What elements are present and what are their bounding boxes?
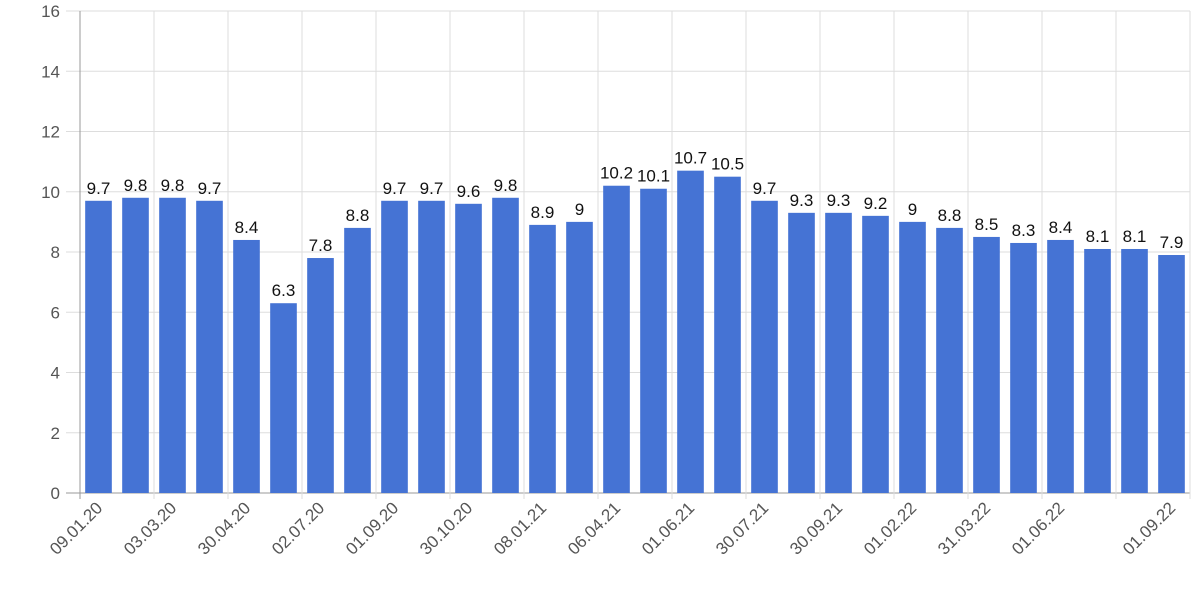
value-label: 9 xyxy=(908,200,917,219)
bar xyxy=(344,227,371,493)
bar xyxy=(1084,248,1111,493)
x-tick-label: 08.01.21 xyxy=(490,498,550,558)
value-label: 8.4 xyxy=(1049,218,1073,237)
x-tick-label: 30.07.21 xyxy=(712,498,772,558)
bar xyxy=(936,227,963,493)
value-label: 10.7 xyxy=(674,149,707,168)
bar xyxy=(788,212,815,493)
value-label: 8.9 xyxy=(531,203,555,222)
value-label: 7.9 xyxy=(1160,233,1184,252)
bar xyxy=(159,197,186,493)
value-label: 10.1 xyxy=(637,167,670,186)
y-tick-label: 8 xyxy=(51,243,60,262)
x-tick-label: 30.04.20 xyxy=(194,498,254,558)
value-label: 10.2 xyxy=(600,164,633,183)
y-tick-label: 2 xyxy=(51,424,60,443)
bar xyxy=(270,303,297,493)
bar xyxy=(307,258,334,493)
value-label: 9.6 xyxy=(457,182,481,201)
bar xyxy=(825,212,852,493)
x-tick-label: 03.03.20 xyxy=(120,498,180,558)
bar xyxy=(677,170,704,493)
x-tick-label: 30.10.20 xyxy=(416,498,476,558)
value-label: 9.2 xyxy=(864,194,888,213)
value-label: 9 xyxy=(575,200,584,219)
value-label: 8.8 xyxy=(938,206,962,225)
value-label: 6.3 xyxy=(272,281,296,300)
value-label: 9.8 xyxy=(124,176,148,195)
bar xyxy=(529,224,556,493)
value-label: 9.7 xyxy=(383,179,407,198)
bar xyxy=(973,236,1000,493)
bar xyxy=(85,200,112,493)
bar xyxy=(418,200,445,493)
value-label: 9.7 xyxy=(420,179,444,198)
value-label: 8.8 xyxy=(346,206,370,225)
x-tick-label: 06.04.21 xyxy=(564,498,624,558)
value-label: 8.4 xyxy=(235,218,259,237)
bar xyxy=(714,176,741,493)
value-label: 7.8 xyxy=(309,236,333,255)
value-label: 8.1 xyxy=(1086,227,1110,246)
value-label: 8.3 xyxy=(1012,221,1036,240)
x-tick-label: 09.01.20 xyxy=(46,498,106,558)
bar xyxy=(381,200,408,493)
y-tick-label: 12 xyxy=(41,123,60,142)
y-tick-label: 0 xyxy=(51,484,60,503)
value-label: 9.7 xyxy=(753,179,777,198)
x-tick-label: 30.09.21 xyxy=(786,498,846,558)
bar xyxy=(862,215,889,493)
bar xyxy=(1121,248,1148,493)
value-label: 10.5 xyxy=(711,155,744,174)
bar xyxy=(1010,242,1037,493)
value-label: 9.7 xyxy=(87,179,111,198)
value-label: 8.5 xyxy=(975,215,999,234)
bar xyxy=(233,239,260,493)
y-tick-label: 16 xyxy=(41,2,60,21)
x-tick-label: 01.09.20 xyxy=(342,498,402,558)
bar xyxy=(122,197,149,493)
x-tick-label: 02.07.20 xyxy=(268,498,328,558)
bar xyxy=(751,200,778,493)
value-label: 9.8 xyxy=(494,176,518,195)
bar xyxy=(1158,255,1185,493)
value-label: 9.3 xyxy=(827,191,851,210)
bar xyxy=(899,221,926,493)
bar xyxy=(1047,239,1074,493)
bar xyxy=(196,200,223,493)
bar xyxy=(603,185,630,493)
y-tick-label: 6 xyxy=(51,303,60,322)
value-label: 9.8 xyxy=(161,176,185,195)
x-tick-label: 01.06.22 xyxy=(1008,498,1068,558)
x-tick-label: 31.03.22 xyxy=(934,498,994,558)
x-tick-label: 01.06.21 xyxy=(638,498,698,558)
y-tick-label: 10 xyxy=(41,183,60,202)
y-tick-label: 4 xyxy=(51,364,60,383)
bar xyxy=(492,197,519,493)
value-label: 9.7 xyxy=(198,179,222,198)
bar xyxy=(640,188,667,494)
x-tick-label: 01.09.22 xyxy=(1119,498,1179,558)
bar xyxy=(566,221,593,493)
x-tick-label: 01.02.22 xyxy=(860,498,920,558)
value-label: 8.1 xyxy=(1123,227,1147,246)
y-tick-label: 14 xyxy=(41,62,60,81)
value-label: 9.3 xyxy=(790,191,814,210)
bar xyxy=(455,203,482,494)
